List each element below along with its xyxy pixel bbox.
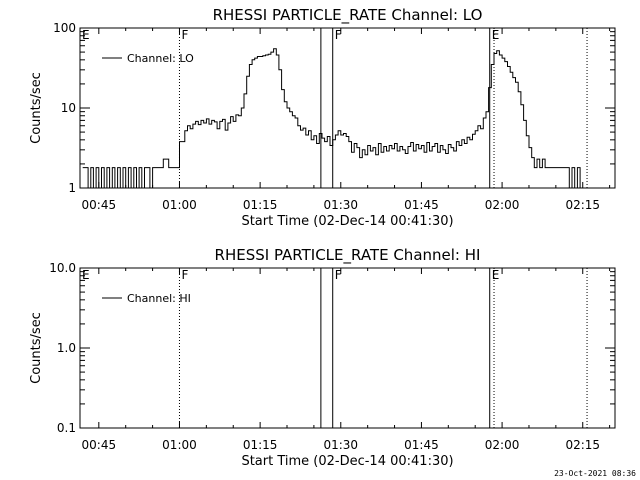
x-tick-label: 01:30 bbox=[323, 438, 358, 452]
timestamp-label: 23-Oct-2021 08:36 bbox=[554, 469, 636, 478]
x-axis-label: Start Time (02-Dec-14 00:41:30) bbox=[241, 214, 453, 229]
x-tick-label: 02:15 bbox=[565, 438, 600, 452]
event-marker-label: F bbox=[335, 28, 342, 42]
x-tick-label: 01:45 bbox=[404, 438, 439, 452]
chart-title: RHESSI PARTICLE_RATE Channel: HI bbox=[215, 246, 481, 265]
y-tick-label: 100 bbox=[53, 21, 76, 35]
x-tick-label: 02:00 bbox=[485, 198, 520, 212]
x-tick-label: 00:45 bbox=[82, 438, 117, 452]
chart-title: RHESSI PARTICLE_RATE Channel: LO bbox=[213, 6, 483, 25]
y-axis-label: Counts/sec bbox=[29, 72, 44, 144]
x-tick-label: 00:45 bbox=[82, 198, 117, 212]
x-axis-label: Start Time (02-Dec-14 00:41:30) bbox=[241, 454, 453, 469]
event-marker-label: F bbox=[335, 268, 342, 282]
lo-channel-panel: RHESSI PARTICLE_RATE Channel: LO Start Ti… bbox=[29, 6, 616, 229]
event-marker-label: E bbox=[492, 28, 500, 42]
x-tick-label: 01:15 bbox=[243, 438, 278, 452]
y-tick-label: 10.0 bbox=[49, 261, 76, 275]
x-tick-label: 01:15 bbox=[243, 198, 278, 212]
y-axis-label: Counts/sec bbox=[29, 312, 44, 384]
event-marker-label: E bbox=[82, 268, 90, 282]
x-tick-label: 02:00 bbox=[485, 438, 520, 452]
event-marker-label: E bbox=[492, 268, 500, 282]
y-tick-label: 1 bbox=[68, 181, 76, 195]
x-tick-label: 01:00 bbox=[162, 198, 197, 212]
legend-label: Channel: HI bbox=[127, 292, 191, 305]
series-line bbox=[82, 48, 581, 189]
legend-label: Channel: LO bbox=[127, 52, 194, 65]
hi-channel-panel: RHESSI PARTICLE_RATE Channel: HI Start Ti… bbox=[29, 246, 616, 469]
y-tick-label: 1.0 bbox=[57, 341, 76, 355]
event-marker-label: F bbox=[181, 28, 188, 42]
x-tick-label: 01:00 bbox=[162, 438, 197, 452]
event-marker-label: E bbox=[82, 28, 90, 42]
x-tick-label: 01:30 bbox=[323, 198, 358, 212]
event-marker-label: F bbox=[181, 268, 188, 282]
y-tick-label: 0.1 bbox=[57, 421, 76, 435]
x-tick-label: 02:15 bbox=[565, 198, 600, 212]
x-tick-label: 01:45 bbox=[404, 198, 439, 212]
y-tick-label: 10 bbox=[61, 101, 76, 115]
